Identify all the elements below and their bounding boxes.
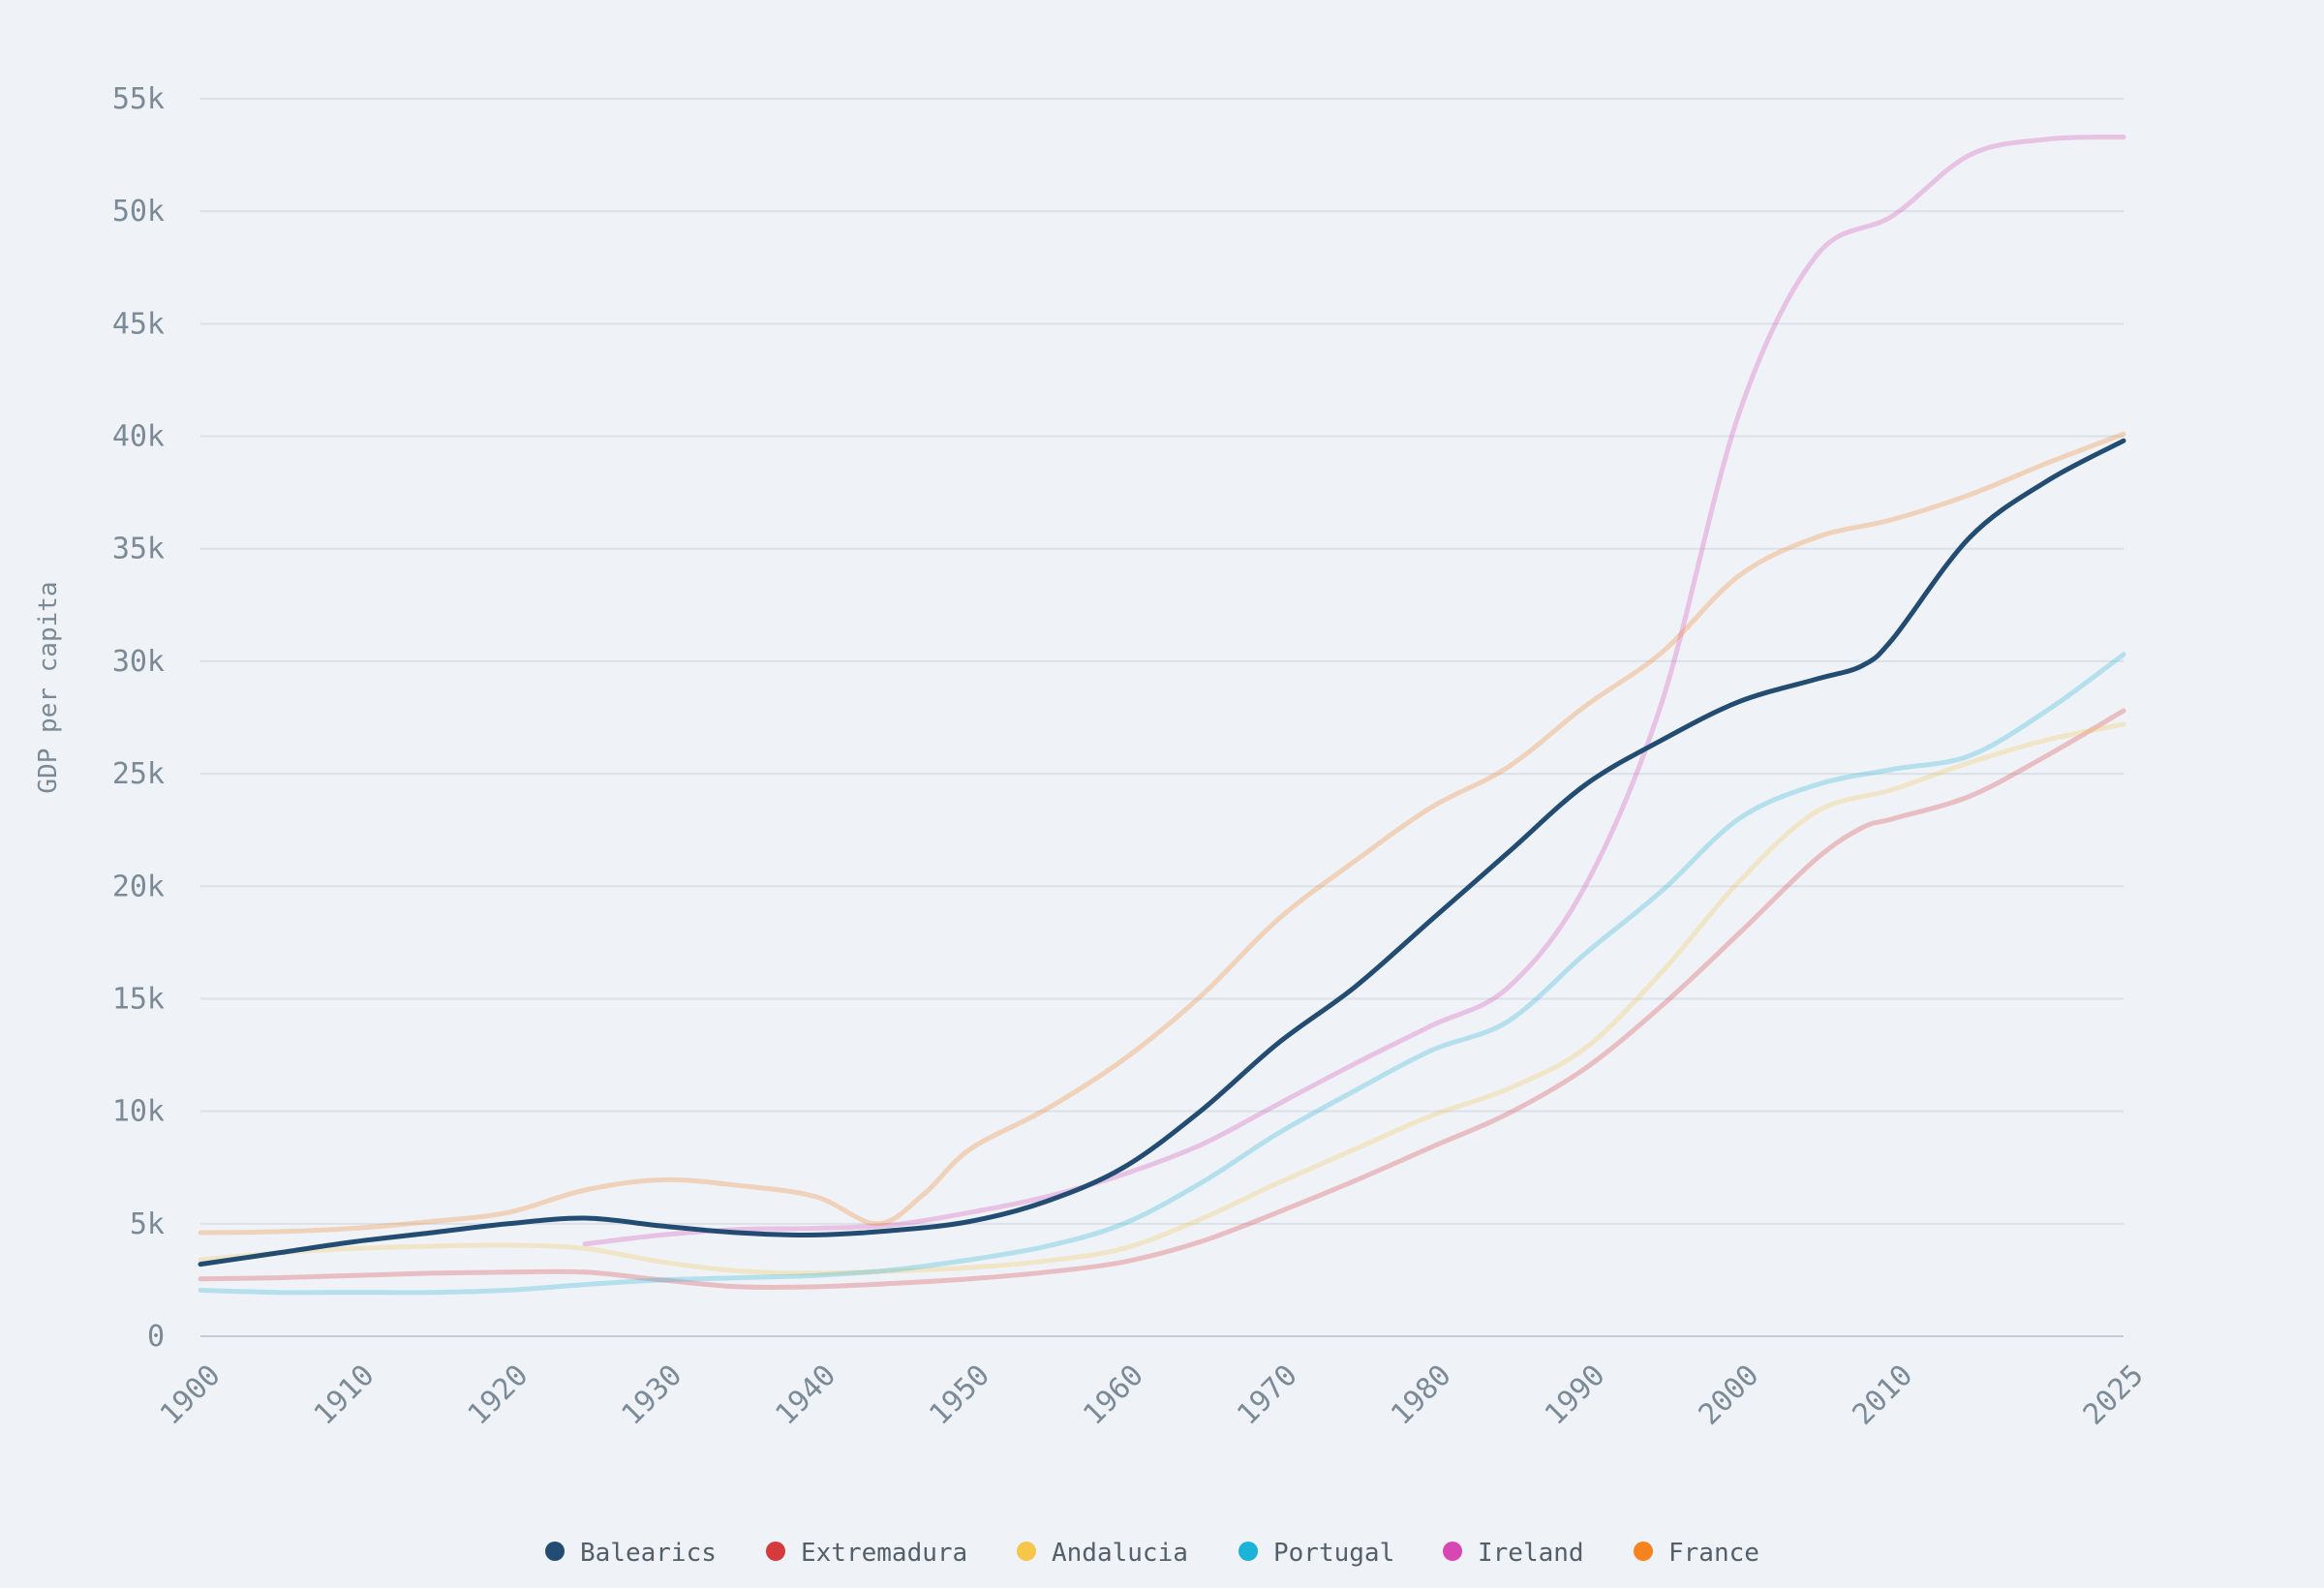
x-tick-label: 1970: [1231, 1359, 1304, 1432]
legend: Balearics Extremadura Andalucia Portugal Ire…: [545, 1539, 1759, 1568]
series-line-andalucia: [198, 721, 2126, 1276]
x-tick-label: 2010: [1846, 1359, 1919, 1432]
x-tick-label: 1920: [462, 1359, 535, 1432]
x-tick-label: 1930: [615, 1359, 688, 1432]
y-tick-label: 40k: [112, 420, 165, 454]
legend-label: Andalucia: [1052, 1539, 1188, 1568]
legend-label: Extremadura: [801, 1539, 967, 1568]
legend-item-france[interactable]: France: [1634, 1539, 1759, 1568]
legend-item-extremadura[interactable]: Extremadura: [766, 1539, 967, 1568]
legend-label: Portugal: [1273, 1539, 1394, 1568]
y-axis-title: GDP per capita: [34, 581, 63, 793]
series-line-portugal: [198, 652, 2126, 1296]
y-tick-label: 10k: [112, 1095, 165, 1129]
legend-item-andalucia[interactable]: Andalucia: [1017, 1539, 1188, 1568]
gridlines: [200, 98, 2124, 1337]
legend-item-ireland[interactable]: Ireland: [1443, 1539, 1584, 1568]
legend-swatch: [1634, 1542, 1653, 1561]
y-tick-label: 5k: [130, 1207, 165, 1241]
x-tick-label: 2025: [2077, 1359, 2151, 1432]
x-tick-label: 1980: [1385, 1359, 1458, 1432]
y-tick-label: 30k: [112, 645, 165, 679]
y-tick-label: 45k: [112, 307, 165, 341]
series-line-extremadura: [198, 708, 2126, 1291]
legend-item-balearics[interactable]: Balearics: [545, 1539, 717, 1568]
x-axis-ticks: 1900 1910 1920 1930 1940 1950 1960 1970 1980 1990…: [154, 1359, 2151, 1432]
legend-label: France: [1668, 1539, 1759, 1568]
legend-item-portugal[interactable]: Portugal: [1238, 1539, 1394, 1568]
legend-swatch: [1238, 1542, 1258, 1561]
legend-swatch: [545, 1542, 565, 1561]
legend-swatch: [1443, 1542, 1462, 1561]
series-line-france: [198, 431, 2126, 1236]
y-tick-label: 15k: [112, 982, 165, 1016]
x-tick-label: 1900: [154, 1359, 228, 1432]
y-tick-label: 35k: [112, 533, 165, 566]
y-tick-label: 0: [147, 1320, 165, 1354]
x-tick-label: 1940: [769, 1359, 842, 1432]
legend-label: Balearics: [580, 1539, 717, 1568]
x-tick-label: 1990: [1539, 1359, 1612, 1432]
legend-swatch: [766, 1542, 785, 1561]
series-lines: [198, 135, 2126, 1296]
series-line-ireland: [582, 135, 2126, 1247]
x-tick-label: 2000: [1693, 1359, 1766, 1432]
x-tick-label: 1950: [923, 1359, 996, 1432]
x-tick-label: 1960: [1077, 1359, 1150, 1432]
y-axis-ticks: 0 5k 10k 15k 20k 25k 30k 35k 40k 45k 50k 55k: [112, 82, 165, 1354]
series-line-balearics: [198, 438, 2126, 1267]
legend-swatch: [1017, 1542, 1036, 1561]
legend-label: Ireland: [1478, 1539, 1584, 1568]
y-tick-label: 20k: [112, 870, 165, 903]
y-tick-label: 55k: [112, 82, 165, 116]
y-tick-label: 25k: [112, 757, 165, 791]
y-tick-label: 50k: [112, 195, 165, 229]
x-tick-label: 1910: [308, 1359, 382, 1432]
